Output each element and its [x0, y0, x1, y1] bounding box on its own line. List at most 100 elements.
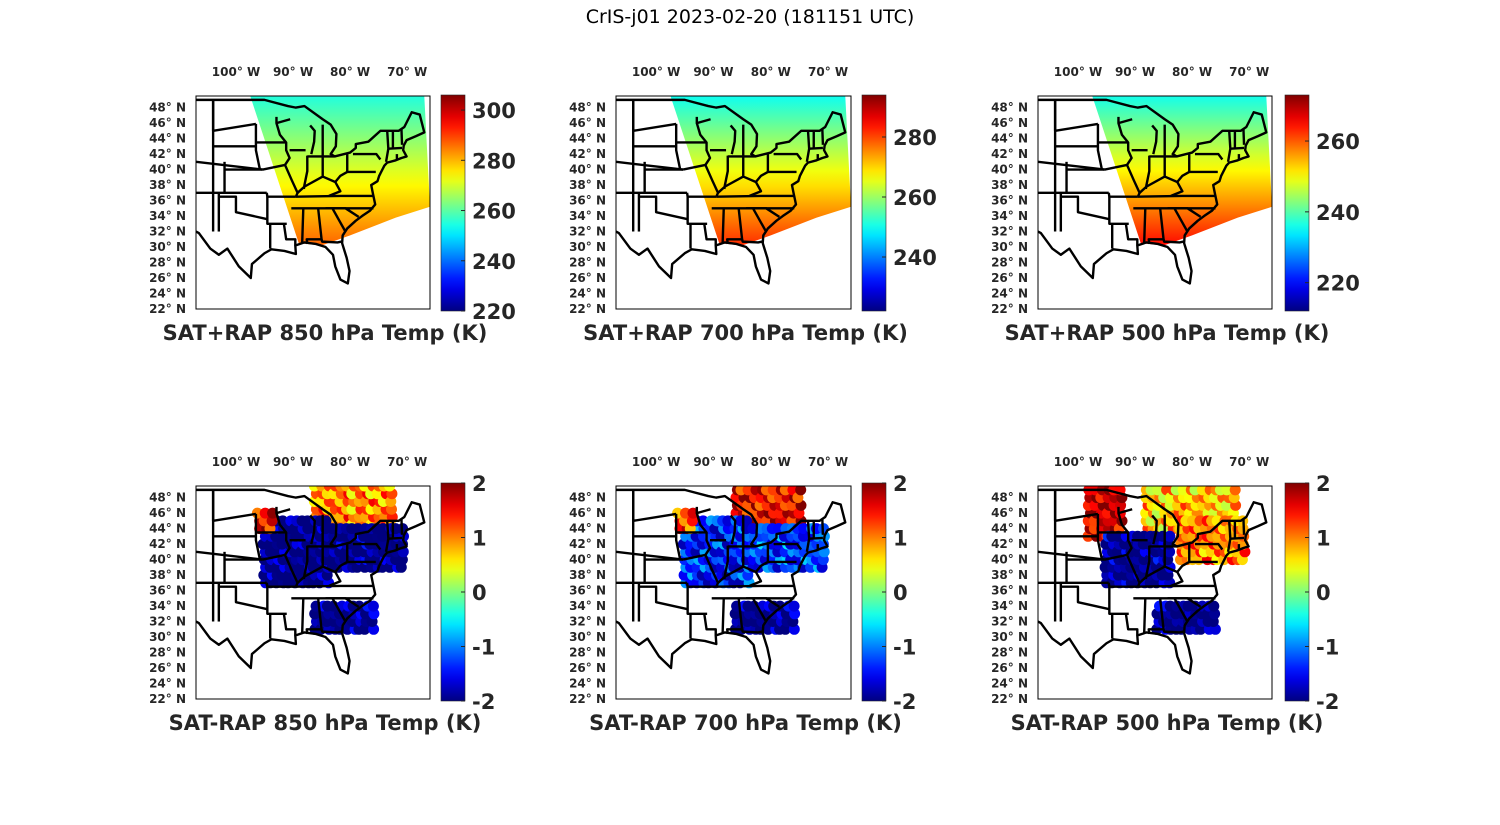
lat-tick-label: 34° N	[149, 209, 186, 223]
border-line	[751, 207, 767, 232]
border-line	[275, 116, 291, 125]
border-line	[746, 597, 781, 608]
border-line	[305, 208, 323, 245]
border-line	[754, 170, 769, 183]
lat-tick-label: 22° N	[569, 302, 606, 316]
lat-tick-label: 24° N	[569, 287, 606, 301]
panel-bottom-middle: 100° W 90° W 80° W 70° W 48° N46° N 44° N42° …	[569, 455, 916, 735]
border-line	[638, 585, 688, 611]
panel-top-right: 100° W 90° W 80° W 70° W 48° N46° N 44° N42° …	[991, 65, 1360, 345]
lat-tick-label: 30° N	[569, 240, 606, 254]
lat-tick-label: 34° N	[569, 599, 606, 613]
data-point	[301, 515, 313, 527]
lon-tick-label: 70° W	[1229, 65, 1269, 79]
lat-tick-label: 24° N	[149, 677, 186, 691]
border-line	[1142, 598, 1147, 634]
border-line	[1147, 208, 1165, 245]
lat-tick-label: 30° N	[149, 630, 186, 644]
border-line	[616, 98, 847, 285]
lon-tick-label: 90° W	[273, 455, 313, 469]
colorbar-tick-label: 280	[893, 126, 937, 150]
lat-tick-label: 22° N	[149, 692, 186, 706]
border-line	[196, 550, 263, 561]
border-line	[1117, 512, 1141, 588]
lat-tick-label: 36° N	[569, 584, 606, 598]
lon-tick-label: 100° W	[632, 455, 680, 469]
lat-tick-label: 38° N	[569, 568, 606, 582]
axes-box	[615, 95, 852, 310]
lat-tick-label: 48° N	[569, 491, 606, 505]
state-borders	[196, 488, 426, 675]
lat-tick-label: 48° N	[569, 101, 606, 115]
border-line	[1104, 553, 1128, 561]
border-line	[1230, 536, 1245, 540]
border-line	[1096, 513, 1104, 560]
lat-tick-label: 22° N	[991, 692, 1028, 706]
colorbar-tick-label: -2	[893, 690, 916, 714]
border-line	[751, 597, 767, 622]
lat-tick-label: 34° N	[569, 209, 606, 223]
lat-tick-label: 28° N	[991, 256, 1028, 270]
border-line	[300, 598, 305, 634]
lon-tick-label: 90° W	[693, 455, 733, 469]
lat-tick-label: 42° N	[569, 537, 606, 551]
colorbar-tick-label: 0	[893, 581, 908, 605]
data-point	[798, 523, 810, 535]
lat-tick-label: 26° N	[991, 271, 1028, 285]
axes-box	[615, 485, 852, 700]
data-point	[377, 523, 389, 535]
border-line	[275, 512, 299, 588]
border-line	[638, 195, 688, 221]
border-line	[196, 160, 263, 171]
border-line	[1124, 223, 1139, 246]
lon-tick-label: 80° W	[330, 455, 370, 469]
border-line	[300, 208, 305, 244]
lat-tick-label: 42° N	[149, 537, 186, 551]
lat-tick-label: 46° N	[569, 506, 606, 520]
lat-tick-label: 36° N	[569, 194, 606, 208]
lon-tick-label: 70° W	[1229, 455, 1269, 469]
border-line	[1194, 152, 1224, 161]
data-point	[722, 515, 734, 527]
border-line	[729, 124, 737, 155]
border-line	[400, 519, 404, 535]
border-line	[1060, 195, 1110, 221]
colorbar: -2 -1 0 1 2	[1284, 472, 1339, 714]
lat-tick-label: 28° N	[569, 256, 606, 270]
lat-tick-label: 36° N	[991, 584, 1028, 598]
lat-tick-label: 48° N	[991, 101, 1028, 115]
lat-tick-label: 38° N	[991, 568, 1028, 582]
border-line	[1096, 123, 1104, 170]
panel-title: SAT-RAP 500 hPa Temp (K)	[1011, 711, 1324, 735]
lon-tick-label: 100° W	[212, 455, 260, 469]
border-line	[218, 585, 268, 611]
lon-tick-label: 80° W	[751, 455, 791, 469]
lat-tick-label: 46° N	[991, 506, 1028, 520]
data-point	[795, 486, 807, 496]
data-point	[1229, 486, 1241, 496]
lat-tick-label: 34° N	[149, 599, 186, 613]
border-line	[1167, 207, 1202, 218]
lat-tick-label: 36° N	[991, 194, 1028, 208]
colorbar-tick-label: 220	[472, 300, 516, 324]
lat-tick-label: 36° N	[149, 584, 186, 598]
border-line	[1173, 597, 1189, 622]
lon-tick-label: 90° W	[1115, 455, 1155, 469]
panel-top-left: 100° W 90° W 80° W 70° W 48° N46° N 44° N42° …	[149, 65, 516, 345]
border-line	[1242, 519, 1246, 535]
lat-tick-label: 48° N	[991, 491, 1028, 505]
border-line	[821, 129, 825, 145]
border-line	[1117, 122, 1141, 198]
lat-tick-label: 32° N	[991, 225, 1028, 239]
border-line	[1151, 124, 1158, 155]
state-borders	[616, 488, 847, 675]
lat-tick-label: 44° N	[991, 132, 1028, 146]
lat-tick-label: 40° N	[991, 553, 1028, 567]
lat-tick-label: 32° N	[149, 615, 186, 629]
difference-region	[320, 523, 409, 573]
border-line	[616, 488, 847, 675]
lat-tick-label: 28° N	[149, 646, 186, 660]
colorbar: -2 -1 0 1 2	[440, 472, 495, 714]
colorbar-tick-label: 280	[472, 149, 516, 173]
border-line	[1054, 512, 1099, 523]
